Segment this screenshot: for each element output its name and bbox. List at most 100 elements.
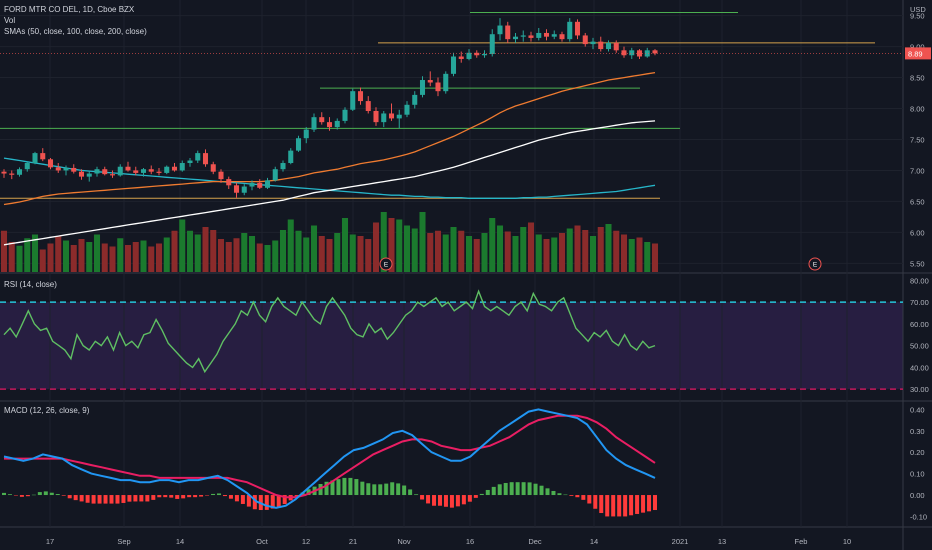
volume-bar — [186, 230, 194, 272]
candle-body — [319, 117, 325, 123]
rsi-tick-label: 40.00 — [910, 363, 929, 372]
macd-histogram-bar — [151, 495, 156, 500]
candle-body — [187, 160, 193, 164]
volume-bar — [388, 218, 395, 272]
candle-body — [528, 35, 534, 38]
macd-histogram-bar — [276, 495, 281, 507]
candle-body — [443, 73, 449, 92]
macd-histogram-bar — [599, 495, 604, 514]
macd-histogram-bar — [443, 495, 448, 507]
macd-histogram-bar — [503, 482, 508, 496]
macd-histogram-bar — [611, 495, 616, 517]
macd-histogram-bar — [414, 494, 419, 496]
candle-body — [388, 113, 395, 119]
horizontal-levels — [0, 12, 875, 199]
macd-histogram-bar — [49, 492, 54, 496]
volume-bar — [8, 242, 15, 272]
candle-body — [474, 52, 480, 56]
volume-bar — [357, 236, 364, 272]
macd-histogram-bar — [539, 485, 544, 496]
earnings-marker — [808, 257, 822, 271]
main-legend: FORD MTR CO DEL, 1D, Cboe BZX Vol SMAs (… — [4, 4, 147, 37]
rsi-legend-label[interactable]: RSI (14, close) — [4, 280, 57, 289]
candle-body — [365, 101, 371, 111]
volume-bar — [202, 227, 209, 272]
volume-legend[interactable]: Vol — [4, 16, 16, 25]
sma-legend[interactable]: SMAs (50, close, 100, close, 200, close) — [4, 27, 147, 36]
macd-histogram-bar — [330, 480, 335, 496]
volume-bar — [62, 240, 70, 272]
volume-bar — [651, 243, 659, 272]
x-tick-label: Nov — [397, 537, 411, 546]
symbol-title[interactable]: FORD MTR CO DEL, 1D, Cboe BZX — [4, 5, 135, 14]
candle-body — [590, 41, 596, 45]
candle-body — [419, 80, 426, 95]
macd-histogram-bar — [67, 495, 72, 499]
volume-bar — [194, 234, 201, 272]
candle-body — [179, 163, 185, 171]
rsi-tick-label: 80.00 — [910, 276, 929, 285]
candle-body — [311, 117, 317, 130]
macd-histogram-bar — [294, 495, 299, 497]
macd-histogram-bar — [228, 495, 233, 499]
macd-tick-label: 0.40 — [910, 405, 925, 414]
volume-bar — [279, 230, 287, 272]
sma-lines — [3, 71, 656, 246]
volume-bar — [124, 245, 132, 272]
volume-bar — [163, 237, 170, 272]
volume-bar — [628, 239, 635, 272]
macd-histogram-bar — [426, 495, 431, 504]
candle-body — [342, 109, 348, 121]
volume-bar — [450, 227, 457, 272]
macd-histogram-bar — [121, 495, 126, 503]
macd-legend-label[interactable]: MACD (12, 26, close, 9) — [4, 406, 90, 415]
macd-histogram-bar — [461, 495, 466, 505]
candle-body — [171, 166, 178, 171]
earnings-marker-label: E — [384, 262, 389, 269]
macd-signal-line — [4, 414, 656, 499]
candle-body — [280, 163, 286, 170]
macd-histogram-bar — [378, 484, 383, 496]
macd-histogram-bar — [336, 479, 341, 496]
rsi-tick-label: 50.00 — [910, 342, 929, 351]
volume-bar — [341, 218, 349, 272]
macd-histogram-bar — [31, 494, 36, 496]
candle-body — [458, 56, 464, 59]
x-tick-label: 16 — [466, 537, 474, 546]
macd-histogram-bar — [551, 490, 556, 496]
x-tick-label: Dec — [528, 537, 542, 546]
macd-histogram-bar — [193, 495, 198, 498]
macd-histogram-bar — [157, 495, 162, 498]
macd-histogram-bar — [497, 484, 502, 496]
candle-body — [71, 167, 77, 172]
macd-histogram-bar — [641, 495, 646, 513]
volume-bar — [39, 249, 46, 272]
macd-histogram-bar — [402, 485, 407, 496]
candle-body — [450, 56, 457, 74]
macd-histogram-bar — [139, 495, 144, 502]
volume-bar — [109, 246, 116, 272]
candle-body — [505, 25, 511, 40]
candle-body — [381, 113, 387, 123]
volume-bar — [179, 219, 186, 272]
volume-bar — [217, 239, 225, 272]
candle-body — [117, 166, 123, 176]
volume-bar — [16, 245, 23, 272]
macd-histogram-bar — [145, 495, 150, 502]
volume-bar — [117, 238, 124, 272]
macd-histogram-bar — [306, 489, 311, 496]
macd-histogram-bar — [91, 495, 96, 504]
volume-bar — [458, 230, 465, 272]
volume-bar — [233, 238, 240, 272]
volume-bar — [403, 225, 411, 272]
volume-bar — [248, 236, 256, 272]
candle-body — [32, 153, 38, 164]
volume-bar — [31, 234, 39, 272]
macd-histogram-bar — [491, 486, 496, 496]
volume-bar — [442, 234, 449, 272]
macd-histogram-bar — [43, 491, 48, 496]
macd-histogram-bar — [605, 495, 610, 517]
x-tick-label: Oct — [256, 537, 269, 546]
